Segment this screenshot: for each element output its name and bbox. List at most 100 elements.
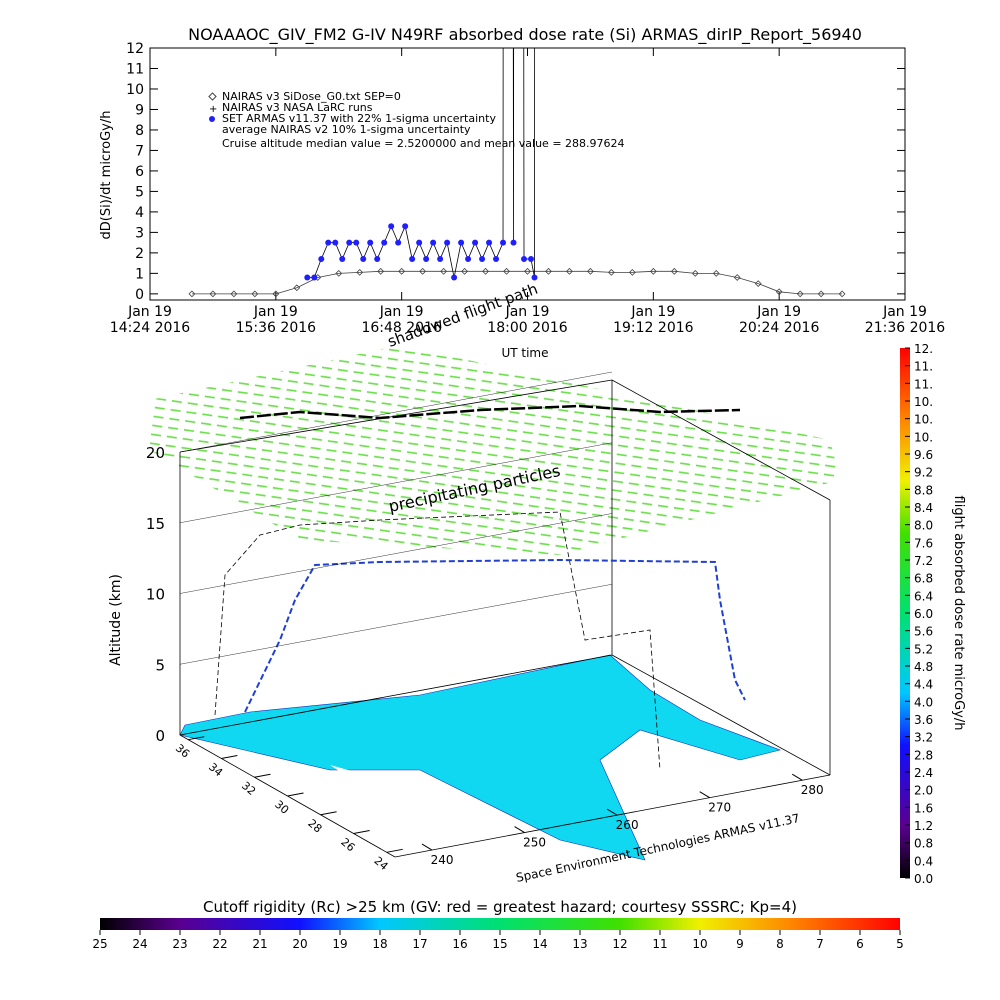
colorbar-tick-label: 12. [914,342,933,356]
map-gap [330,765,520,830]
data-point [188,290,196,298]
legend-label: SET ARMAS v11.37 with 22% 1-sigma uncert… [222,112,496,125]
data-point [423,256,430,263]
map-floor [179,654,782,861]
colorbar-title: Cutoff rigidity (Rc) >25 km (GV: red = g… [203,898,797,916]
y-tick-label: 1 [135,266,144,282]
data-point [587,267,594,275]
colorbar-tick-label: 7.2 [914,554,933,568]
colorbar-tick-label: 25 [92,937,107,951]
x-tick [699,791,710,799]
z-tick-label: 15 [146,515,165,533]
data-point [486,239,493,246]
data-point [607,268,615,276]
colorbar-tick-label: 8.8 [914,483,933,497]
flight-path [244,558,746,713]
x-tick-label: 260 [616,818,639,832]
z-tick-label: 0 [155,727,165,745]
colorbar-tick-label: 19 [332,937,347,951]
colorbar-tick-label: 6.8 [914,572,933,586]
data-point [318,256,325,263]
data-point [479,256,486,263]
plot-area [188,48,846,298]
colorbar-tick-label: 14 [532,937,547,951]
y-tick-label: 6 [135,164,144,180]
data-point [360,256,367,263]
colorbar-tick-label: 6.4 [914,589,933,603]
data-point [691,269,699,277]
legend-label: NAIRAS v3 SiDose_G0.txt SEP=0 [222,90,401,103]
y-tick-label: 4 [135,205,144,221]
colorbar-tick-label: 2.4 [914,766,933,780]
data-point [628,268,636,276]
y-tick [188,736,205,741]
colorbar-tick-label: 12 [612,937,627,951]
y-tick-label: 12 [126,41,144,57]
flight-path-top [239,404,741,420]
data-point [451,274,458,281]
data-point [444,239,451,246]
colorbar-tick-label: 1.2 [914,819,933,833]
colorbar-tick-label: 5 [896,937,904,951]
colorbar-tick-label: 11. [914,360,933,374]
y-tick [386,848,403,853]
x-tick [606,808,618,816]
y-tick [353,830,370,835]
data-point [402,223,409,230]
colorbar-tick-label: 24 [132,937,147,951]
colorbar-tick-label: 9 [736,937,744,951]
y-tick-label: 24 [371,854,390,873]
flight-shadow [214,511,661,771]
z-tick [179,654,613,736]
data-point [465,256,472,263]
data-point [353,239,360,246]
colorbar-tick-label: 18 [372,937,387,951]
y-tick-label: 32 [239,779,258,798]
data-point [472,239,479,246]
colorbar-horizontal [100,918,900,930]
x-tick [791,773,803,781]
data-point [388,223,395,230]
x-tick-label: Jan 19 15:36 2016 [235,304,317,336]
data-point [332,239,339,246]
y-tick-label: 7 [135,143,144,159]
data-point [395,239,402,246]
data-point [566,267,573,275]
y-tick-label: 2 [135,246,144,262]
data-point [304,274,311,281]
data-point [461,267,468,275]
y-tick-label: 8 [135,123,144,139]
data-point [531,274,538,281]
colorbar-tick-label: 10. [914,395,933,409]
colorbar-tick-label: 3.2 [914,731,933,745]
data-point [838,290,846,298]
data-point [339,256,346,263]
y-tick-label: 36 [173,742,192,761]
colorbar-tick-label: 7.6 [914,536,933,550]
colorbar-tick-label: 10 [692,937,707,951]
scene3d [150,345,840,861]
colorbar-tick-label: 5.2 [914,642,933,656]
data-point [527,256,534,263]
data-point [817,290,825,298]
data-point [482,267,489,275]
colorbar-tick-label: 16 [452,937,467,951]
series-line [191,270,843,295]
y-tick-label: 30 [272,798,291,817]
z-tick [179,584,613,665]
data-point [458,239,465,246]
data-point [377,267,385,275]
colorbar-tick-label: 11 [652,937,667,951]
colorbar-tick-label: 7 [816,937,824,951]
plot-frame [149,47,906,301]
colorbar-tick-label: 10. [914,413,933,427]
colorbar-tick-label: 20 [292,937,307,951]
annotation: Cruise altitude median value = 2.5200000… [222,137,625,150]
legend-label: average NAIRAS v2 10% 1-sigma uncertaint… [222,123,471,136]
y-axis-label: dD(Si)/dt microGy/h [99,111,114,240]
colorbar-tick-label: 2.8 [914,748,933,762]
data-point [367,239,374,246]
y-tick [221,754,238,759]
x-axis-label: UT time [501,346,548,360]
data-point [251,290,259,298]
